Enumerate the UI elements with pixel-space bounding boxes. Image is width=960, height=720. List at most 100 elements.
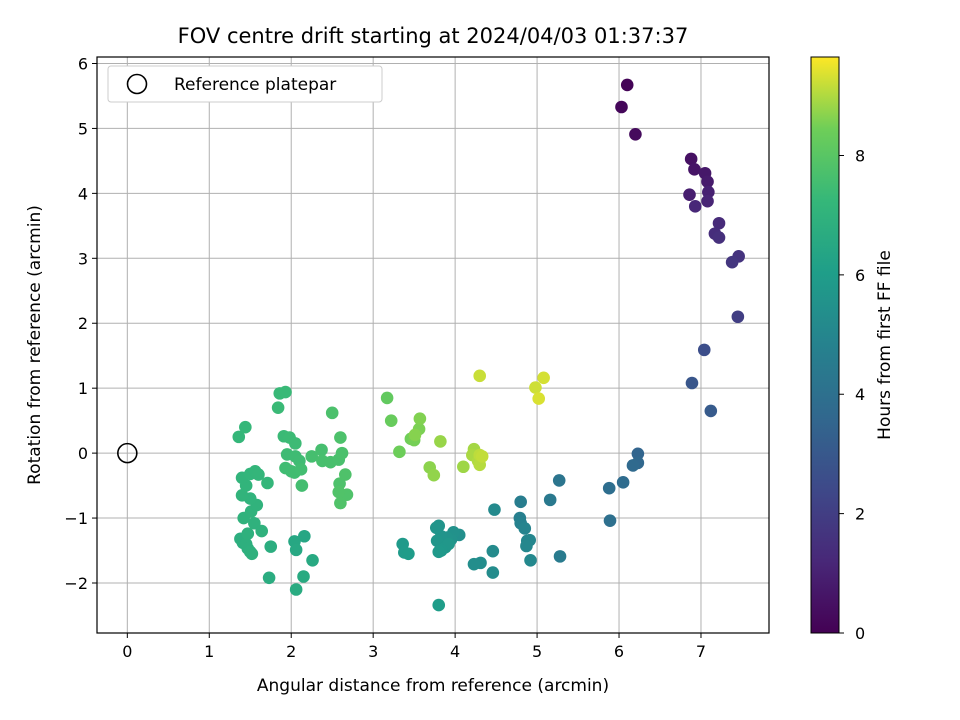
data-point (552, 474, 566, 487)
data-point (473, 369, 487, 383)
data-point (294, 463, 308, 476)
grid (97, 57, 769, 633)
data-point (514, 495, 527, 509)
plot-frame (96, 56, 770, 634)
colorbar-ticks: 0 2 4 6 8 (839, 146, 865, 643)
y-tick-label: 1 (78, 379, 88, 398)
y-tick-label: −1 (64, 509, 88, 528)
y-tick-label: 4 (78, 184, 88, 203)
data-point (488, 503, 501, 516)
data-point (432, 545, 446, 559)
data-point (434, 435, 447, 448)
data-point (315, 443, 328, 457)
data-point (520, 539, 533, 553)
x-tick-label: 5 (532, 642, 542, 661)
x-tick-label: 7 (696, 642, 706, 661)
data-point (688, 163, 701, 176)
data-point (262, 571, 276, 585)
data-point (486, 566, 500, 579)
legend-marker (126, 73, 148, 95)
data-point (427, 468, 441, 482)
reference-platepar-marker (117, 442, 138, 464)
data-point (620, 78, 634, 92)
x-axis-label: Angular distance from reference (arcmin) (257, 676, 609, 696)
data-point (602, 481, 616, 495)
data-point (432, 598, 446, 612)
data-point (325, 406, 339, 420)
data-point (712, 216, 726, 230)
colorbar-tick-label: 8 (855, 146, 865, 165)
data-point (537, 371, 550, 385)
data-point (626, 459, 640, 472)
data-point (524, 553, 537, 567)
data-point (603, 514, 617, 527)
x-tick-label: 2 (286, 642, 296, 661)
data-point (413, 412, 427, 426)
colorbar-tick-label: 0 (855, 624, 865, 643)
data-point (232, 430, 246, 444)
data-point (241, 527, 255, 540)
y-tick-label: 5 (78, 119, 88, 138)
colorbar-tick-label: 2 (855, 505, 865, 524)
data-point (616, 476, 630, 489)
colorbar-tick-label: 4 (855, 385, 865, 404)
data-point (261, 476, 274, 490)
y-tick-label: −2 (64, 574, 88, 593)
data-point (289, 583, 303, 596)
data-point (289, 437, 302, 450)
data-point (335, 446, 349, 460)
data-point (457, 460, 470, 474)
data-point (697, 343, 711, 357)
data-point (239, 420, 252, 434)
data-point (245, 547, 259, 561)
data-point (553, 550, 567, 563)
data-point (615, 100, 628, 114)
data-point (701, 194, 714, 208)
data-point (518, 522, 532, 535)
data-point (279, 385, 292, 399)
data-point (332, 485, 346, 499)
y-tick-label: 3 (78, 249, 88, 268)
data-point (297, 570, 310, 583)
data-point (339, 468, 352, 481)
x-tick-label: 0 (122, 642, 132, 661)
data-point (334, 496, 347, 510)
data-point (702, 185, 715, 199)
data-point (429, 521, 443, 535)
data-point (685, 376, 699, 390)
colorbar-tick-label: 6 (855, 266, 865, 285)
colorbar-gradient (810, 56, 840, 634)
data-point (683, 188, 696, 201)
x-tick-label: 1 (204, 642, 214, 661)
data-point (384, 414, 398, 427)
colorbar: 0 2 4 6 8 Hours from first FF file (810, 56, 895, 643)
y-tick-label: 0 (78, 444, 88, 463)
legend-box (107, 65, 383, 103)
data-point (704, 404, 718, 418)
data-points (232, 78, 745, 612)
data-point (289, 543, 303, 557)
data-point (543, 493, 557, 507)
data-point (334, 431, 347, 444)
data-point (402, 547, 415, 561)
data-point (235, 489, 249, 502)
x-tick-label: 6 (614, 642, 624, 661)
y-axis-ticks: −2 −1 0 1 2 3 4 5 6 (64, 54, 97, 593)
data-point (725, 255, 739, 269)
data-point (305, 450, 319, 463)
y-tick-label: 2 (78, 314, 88, 333)
data-point (731, 310, 745, 324)
data-point (631, 447, 645, 461)
data-point (393, 445, 406, 459)
x-tick-label: 3 (368, 642, 378, 661)
data-point (255, 524, 269, 538)
data-point (467, 557, 481, 571)
data-point (529, 381, 542, 394)
data-point (295, 479, 309, 492)
y-axis-label: Rotation from reference (arcmin) (25, 205, 45, 485)
legend: Reference platepar (107, 65, 383, 103)
data-point (380, 391, 394, 405)
data-point (252, 468, 265, 481)
